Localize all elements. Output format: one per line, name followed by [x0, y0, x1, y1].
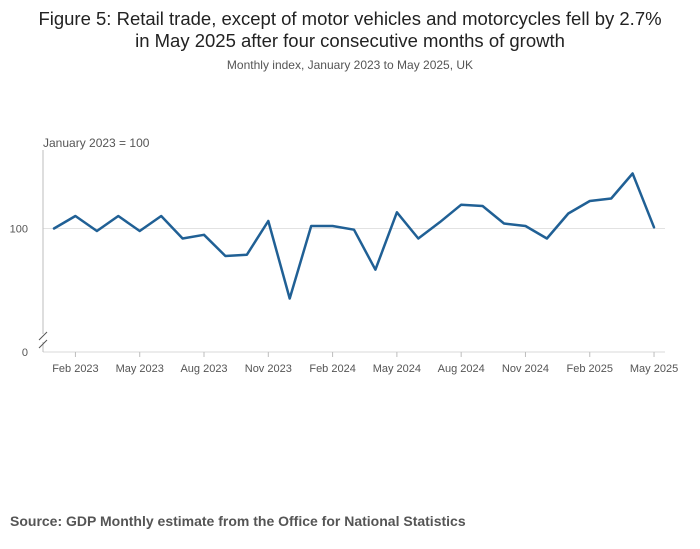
- data-point[interactable]: [244, 252, 249, 257]
- data-point[interactable]: [137, 229, 142, 234]
- data-point[interactable]: [94, 229, 99, 234]
- data-point[interactable]: [544, 236, 549, 241]
- data-point[interactable]: [437, 220, 442, 225]
- data-point[interactable]: [587, 199, 592, 204]
- x-tick-label: May 2023: [116, 363, 164, 375]
- source-note: Source: GDP Monthly estimate from the Of…: [10, 513, 466, 529]
- x-tick-label: Nov 2024: [502, 363, 549, 375]
- y-tick-label: 0: [22, 347, 28, 359]
- y-axis-note: January 2023 = 100: [43, 136, 150, 150]
- chart-title: Figure 5: Retail trade, except of motor …: [0, 8, 700, 52]
- data-point[interactable]: [480, 204, 485, 209]
- data-point[interactable]: [287, 296, 292, 301]
- data-point[interactable]: [373, 267, 378, 272]
- chart-subtitle: Monthly index, January 2023 to May 2025,…: [226, 58, 474, 72]
- chart-title-line-1: Figure 5: Retail trade, except of motor …: [38, 8, 662, 29]
- data-point[interactable]: [159, 214, 164, 219]
- data-point[interactable]: [630, 171, 635, 176]
- data-point[interactable]: [116, 214, 121, 219]
- data-point[interactable]: [202, 232, 207, 237]
- data-point[interactable]: [180, 236, 185, 241]
- x-tick-label: Feb 2025: [567, 363, 613, 375]
- y-tick-label: 100: [10, 224, 28, 236]
- data-point[interactable]: [502, 221, 507, 226]
- data-point[interactable]: [266, 219, 271, 224]
- chart-title-line-2: in May 2025 after four consecutive month…: [135, 30, 565, 51]
- x-tick-label: Aug 2024: [438, 363, 485, 375]
- y-axis-ticks: 0 100: [10, 224, 28, 360]
- x-tick-label: May 2024: [373, 363, 421, 375]
- data-point[interactable]: [73, 214, 78, 219]
- x-tick-label: Feb 2023: [52, 363, 98, 375]
- x-tick-label: May 2025: [630, 363, 678, 375]
- data-point[interactable]: [459, 202, 464, 207]
- data-point[interactable]: [309, 224, 314, 229]
- data-point[interactable]: [352, 227, 357, 232]
- series-line: [52, 172, 656, 300]
- data-point[interactable]: [223, 254, 228, 259]
- data-point[interactable]: [523, 224, 528, 229]
- data-point[interactable]: [652, 225, 657, 230]
- axes: [38, 150, 665, 353]
- axis-break-mark: [38, 339, 48, 349]
- data-point[interactable]: [609, 196, 614, 201]
- x-axis-ticks: Feb 2023 May 2023 Aug 2023 Nov 2023 Feb 2024…: [52, 352, 678, 375]
- axis-break-mark: [38, 331, 48, 341]
- data-point[interactable]: [416, 236, 421, 241]
- x-tick-label: Aug 2023: [180, 363, 227, 375]
- x-tick-label: Feb 2024: [309, 363, 355, 375]
- data-point[interactable]: [330, 224, 335, 229]
- data-point[interactable]: [566, 211, 571, 216]
- data-point[interactable]: [394, 210, 399, 215]
- x-tick-label: Nov 2023: [245, 363, 292, 375]
- series-group: [52, 171, 657, 301]
- data-point[interactable]: [52, 226, 57, 231]
